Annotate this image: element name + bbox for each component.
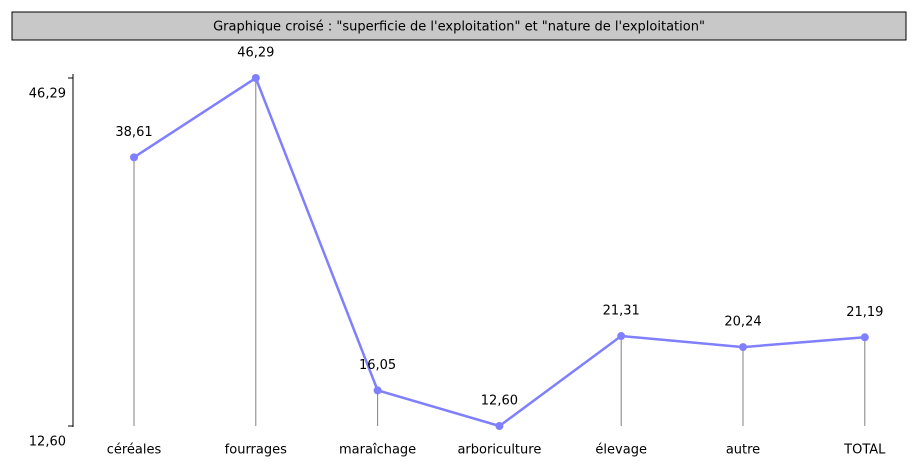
point (373, 386, 382, 395)
data-label: 12,60 (481, 394, 518, 409)
data-label: 21,31 (603, 304, 640, 319)
x-tick-label: maraîchage (339, 443, 416, 458)
data-label: 20,24 (724, 315, 761, 330)
point (860, 333, 869, 342)
x-tick-label: élevage (595, 443, 647, 458)
title-bar (11, 11, 907, 41)
data-label: 21,19 (846, 305, 883, 320)
line (133, 76, 865, 428)
x-tick-label: arboriculture (457, 443, 541, 458)
data-label: 46,29 (237, 46, 274, 61)
data-label: 38,61 (115, 125, 152, 140)
data-label: 16,05 (359, 358, 396, 373)
x-tick-label: fourrages (225, 443, 287, 458)
y-tick-label: 12,60 (29, 435, 66, 450)
point (251, 74, 260, 82)
x-tick-label: céréales (107, 443, 162, 458)
y-tick-label: 46,29 (29, 87, 66, 102)
point (495, 422, 504, 430)
point (130, 153, 138, 162)
x-tick-label: autre (726, 443, 760, 458)
x-tick-label: TOTAL (843, 443, 886, 458)
point (617, 332, 626, 341)
chart-title: Graphique croisé : "superficie de l'expl… (213, 20, 705, 35)
point (739, 343, 747, 352)
